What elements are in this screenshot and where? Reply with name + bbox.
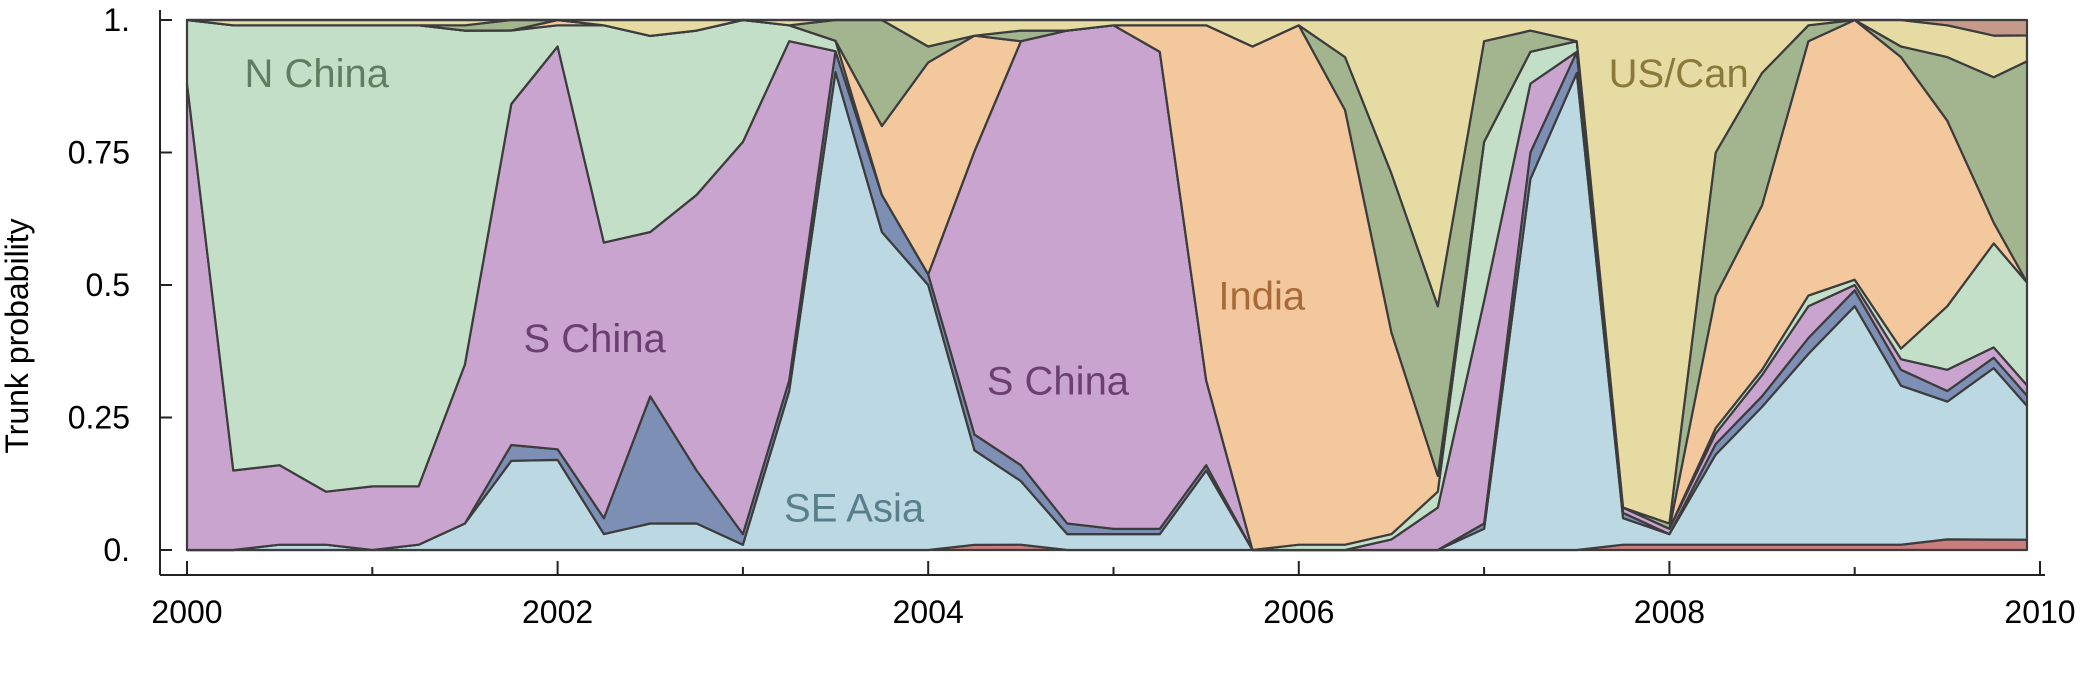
y-tick-label: 0. bbox=[103, 532, 130, 568]
y-tick-label: 0.25 bbox=[68, 400, 130, 436]
region-label-us-can: US/Can bbox=[1609, 52, 1749, 96]
region-label-se-asia: SE Asia bbox=[784, 487, 925, 531]
axes: 0. 0.25 0.5 0.75 1. 2000 2002 2004 2006 2008 2010 bbox=[68, 2, 2076, 630]
x-tick-label: 2004 bbox=[893, 594, 964, 630]
region-label-s-china: S China bbox=[987, 359, 1130, 403]
x-tick-label: 2006 bbox=[1263, 594, 1334, 630]
y-tick-label: 0.75 bbox=[68, 135, 130, 171]
x-tick-label: 2000 bbox=[151, 594, 222, 630]
stacked-areas bbox=[185, 18, 2029, 552]
area-brown bbox=[185, 18, 2029, 37]
x-tick-label: 2008 bbox=[1634, 594, 1705, 630]
x-tick-label: 2010 bbox=[2004, 594, 2075, 630]
region-label-s-china: S China bbox=[524, 317, 667, 361]
y-tick-label: 0.5 bbox=[86, 267, 130, 303]
x-tick-label: 2002 bbox=[522, 594, 593, 630]
region-label-n-china: N China bbox=[244, 52, 389, 96]
region-label-india: India bbox=[1218, 275, 1305, 319]
y-axis-title: Trunk probability bbox=[0, 218, 35, 453]
y-tick-label: 1. bbox=[103, 2, 130, 38]
region-labels: N China S China S China SE Asia India US/Can bbox=[244, 52, 1748, 531]
